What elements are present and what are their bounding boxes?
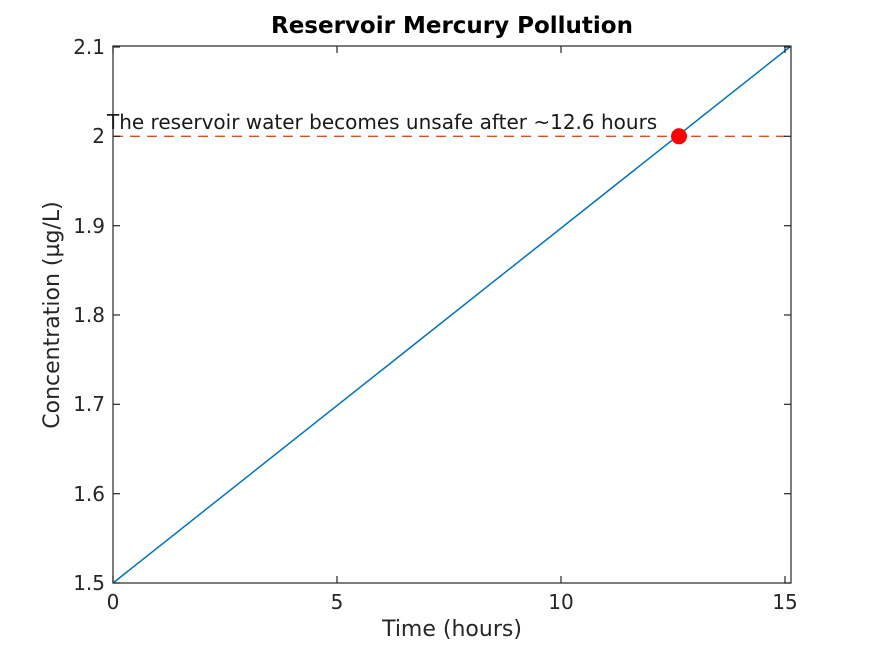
x-ticks-top bbox=[112, 46, 786, 53]
unsafe-point-marker bbox=[671, 128, 687, 145]
y-tick-label-1_5: 1.5 bbox=[73, 571, 105, 595]
y-ticks-left bbox=[113, 46, 120, 584]
y-tick-label-1_9: 1.9 bbox=[73, 214, 105, 238]
unsafe-annotation: The reservoir water becomes unsafe after… bbox=[107, 110, 658, 134]
y-tick-label-1_6: 1.6 bbox=[73, 482, 105, 506]
x-tick-label-15: 15 bbox=[772, 590, 798, 614]
x-tick-label-10: 10 bbox=[548, 590, 574, 614]
x-axis-label: Time (hours) bbox=[382, 617, 522, 642]
chart-title: Reservoir Mercury Pollution bbox=[270, 13, 633, 39]
y-tick-label-2: 2 bbox=[92, 124, 105, 148]
y-tick-label-1_8: 1.8 bbox=[73, 303, 105, 327]
x-tick-label-5: 5 bbox=[330, 590, 344, 614]
x-ticks-bottom bbox=[112, 576, 786, 583]
y-ticks-right bbox=[784, 46, 791, 584]
y-tick-label-2_1: 2.1 bbox=[73, 35, 105, 59]
x-tick-label-0: 0 bbox=[106, 590, 120, 614]
y-tick-label-1_7: 1.7 bbox=[73, 392, 105, 416]
